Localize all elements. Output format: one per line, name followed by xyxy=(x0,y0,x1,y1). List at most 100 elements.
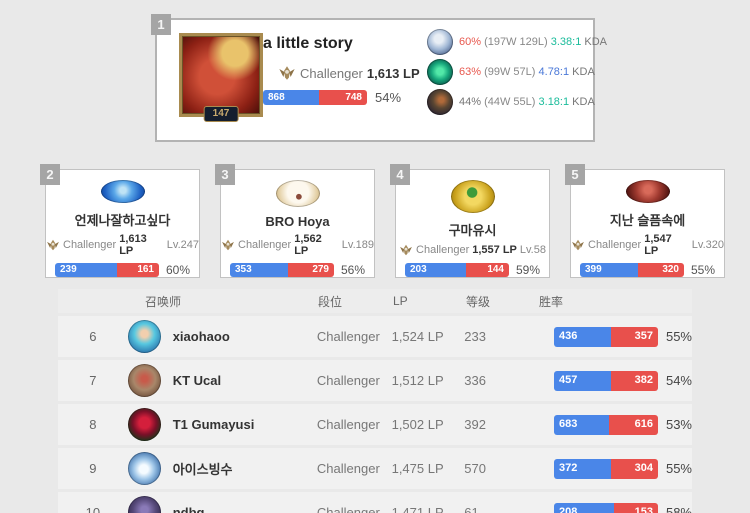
winloss-bar: 399 320 xyxy=(580,263,684,277)
summoner-name[interactable]: xiaohaoo xyxy=(172,329,230,344)
wins-segment: 208 xyxy=(553,502,614,513)
summoner-name[interactable]: T1 Gumayusi xyxy=(172,417,255,432)
table-row[interactable]: 6 xiaohaoo Challenger 1,524 LP 233 436 3… xyxy=(58,316,692,357)
summoner-name[interactable]: a little story xyxy=(263,35,353,52)
tier-line: Challenger 1,613 LP xyxy=(278,64,420,82)
winloss-bar-row: 239 161 60% xyxy=(46,263,199,277)
row-winrate: 372 304 55% xyxy=(537,458,692,479)
winloss-bar: 203 144 xyxy=(405,263,509,277)
top-champions-list: 60% (197W 129L) 3.38:1 KDA 63% (99W 57L)… xyxy=(427,27,607,117)
wins-segment: 436 xyxy=(553,326,612,347)
level-label: Lv.58 xyxy=(519,244,546,256)
row-summoner: KT Ucal xyxy=(127,364,317,397)
header-summoner: 召唤师 xyxy=(145,294,182,309)
header-tier: 段位 xyxy=(318,294,343,309)
summoner-avatar xyxy=(127,496,161,513)
row-tier: Challenger xyxy=(316,417,380,432)
winloss-bar: 239 161 xyxy=(55,263,159,277)
losses-segment: 616 xyxy=(608,414,658,435)
lp-value: 1,557 LP xyxy=(472,244,517,256)
wins-segment: 239 xyxy=(55,263,118,277)
losses-segment: 144 xyxy=(465,263,509,277)
row-lp: 1,471 LP xyxy=(391,505,444,513)
row-winrate: 436 357 55% xyxy=(537,326,692,347)
rank-badge: 2 xyxy=(40,164,60,185)
champion-stat-row: 60% (197W 129L) 3.38:1 KDA xyxy=(427,27,607,57)
champion-winrate: 60% xyxy=(459,36,482,48)
champion-record: (99W 57L) xyxy=(484,66,536,78)
tier-line: Challenger 1,547 LP Lv.320 xyxy=(571,233,724,257)
summoner-name[interactable]: ndbg xyxy=(172,505,205,513)
row-winrate: 457 382 54% xyxy=(537,370,692,391)
winloss-bar: 868 748 xyxy=(263,90,367,105)
winloss-bar-row: 203 144 59% xyxy=(396,263,549,277)
summoner-name[interactable]: 아이스빙수 xyxy=(172,462,233,477)
tier-line: Challenger 1,613 LP Lv.247 xyxy=(46,233,199,257)
row-rank: 6 xyxy=(89,329,97,344)
winrate-percent: 54% xyxy=(375,90,402,105)
winrate-percent: 55% xyxy=(691,263,716,277)
winrate-percent: 56% xyxy=(341,263,366,277)
level-label: Lv.247 xyxy=(166,239,199,251)
champion-icon xyxy=(427,29,453,55)
rank-badge: 3 xyxy=(215,164,235,185)
tier-label: Challenger xyxy=(588,239,642,251)
table-row[interactable]: 10 ndbg Challenger 1,471 LP 61 208 153 5… xyxy=(58,492,692,513)
summoner-name[interactable]: 지난 슬픔속에 xyxy=(609,213,686,228)
champion-record: (197W 129L) xyxy=(484,36,548,48)
summoner-avatar xyxy=(100,180,145,203)
rank3-player-card[interactable]: 3 BRO Hoya Challenger 1,562 LP Lv.189 35… xyxy=(215,164,375,278)
summoner-level-badge: 147 xyxy=(203,106,239,122)
rank4-player-card[interactable]: 4 구마유시 Challenger 1,557 LP Lv.58 203 144… xyxy=(390,164,550,278)
summoner-name[interactable]: KT Ucal xyxy=(172,373,222,388)
header-lp: LP xyxy=(393,294,408,308)
lp-value: 1,613 LP xyxy=(119,233,147,257)
losses-segment: 279 xyxy=(288,263,334,277)
wins-segment: 683 xyxy=(553,414,609,435)
champion-icon xyxy=(427,89,453,115)
champion-record: (44W 55L) xyxy=(484,96,536,108)
winloss-bar: 353 279 xyxy=(230,263,334,277)
winrate-percent: 58% xyxy=(665,505,692,513)
row-lp: 1,524 LP xyxy=(391,329,444,344)
rank1-player-card[interactable]: 1 147 a little story Challenger 1,613 LP… xyxy=(151,14,607,142)
level-label: Lv.320 xyxy=(691,239,724,251)
winloss-bar-row: 353 279 56% xyxy=(221,263,374,277)
tier-line: Challenger 1,557 LP Lv.58 xyxy=(399,243,546,257)
lp-value: 1,562 LP xyxy=(294,233,322,257)
row-summoner: xiaohaoo xyxy=(127,320,317,353)
table-header-row: 召唤师 段位 LP 等级 胜率 xyxy=(58,289,692,313)
wins-segment: 203 xyxy=(405,263,466,277)
wins-segment: 353 xyxy=(230,263,289,277)
row-winrate: 208 153 58% xyxy=(537,502,692,513)
table-row[interactable]: 9 아이스빙수 Challenger 1,475 LP 570 372 304 … xyxy=(58,448,692,489)
row-level: 61 xyxy=(464,505,479,513)
summoner-name[interactable]: 구마유시 xyxy=(448,223,497,238)
champion-icon xyxy=(427,59,453,85)
champion-kda: 3.18:1 xyxy=(538,96,570,108)
row-rank: 7 xyxy=(89,373,97,388)
losses-segment: 304 xyxy=(611,458,658,479)
table-row[interactable]: 7 KT Ucal Challenger 1,512 LP 336 457 38… xyxy=(58,360,692,401)
challenger-tier-icon xyxy=(47,239,59,251)
rank2-player-card[interactable]: 2 언제나잘하고싶다 Challenger 1,613 LP Lv.247 23… xyxy=(40,164,200,278)
rank5-player-card[interactable]: 5 지난 슬픔속에 Challenger 1,547 LP Lv.320 399… xyxy=(565,164,725,278)
tier-label: Challenger xyxy=(63,239,117,251)
summoner-name[interactable]: 언제나잘하고싶다 xyxy=(74,213,171,228)
losses-segment: 357 xyxy=(611,326,658,347)
tier-label: Challenger xyxy=(416,244,470,256)
losses-segment: 153 xyxy=(613,502,658,513)
summoner-avatar xyxy=(127,408,161,441)
summoner-avatar xyxy=(127,364,161,397)
row-summoner: T1 Gumayusi xyxy=(127,408,317,441)
champion-stat-row: 44% (44W 55L) 3.18:1 KDA xyxy=(427,87,607,117)
table-row[interactable]: 8 T1 Gumayusi Challenger 1,502 LP 392 68… xyxy=(58,404,692,445)
challenger-tier-icon xyxy=(400,244,412,256)
winloss-bar: 683 616 xyxy=(553,414,658,435)
winloss-bar: 457 382 xyxy=(553,370,658,391)
champion-stats: 63% (99W 57L) 4.78:1 KDA xyxy=(459,66,595,78)
summoner-avatar xyxy=(127,452,161,485)
row-tier: Challenger xyxy=(316,329,380,344)
summoner-name[interactable]: BRO Hoya xyxy=(265,214,330,229)
row-tier: Challenger xyxy=(316,505,380,513)
